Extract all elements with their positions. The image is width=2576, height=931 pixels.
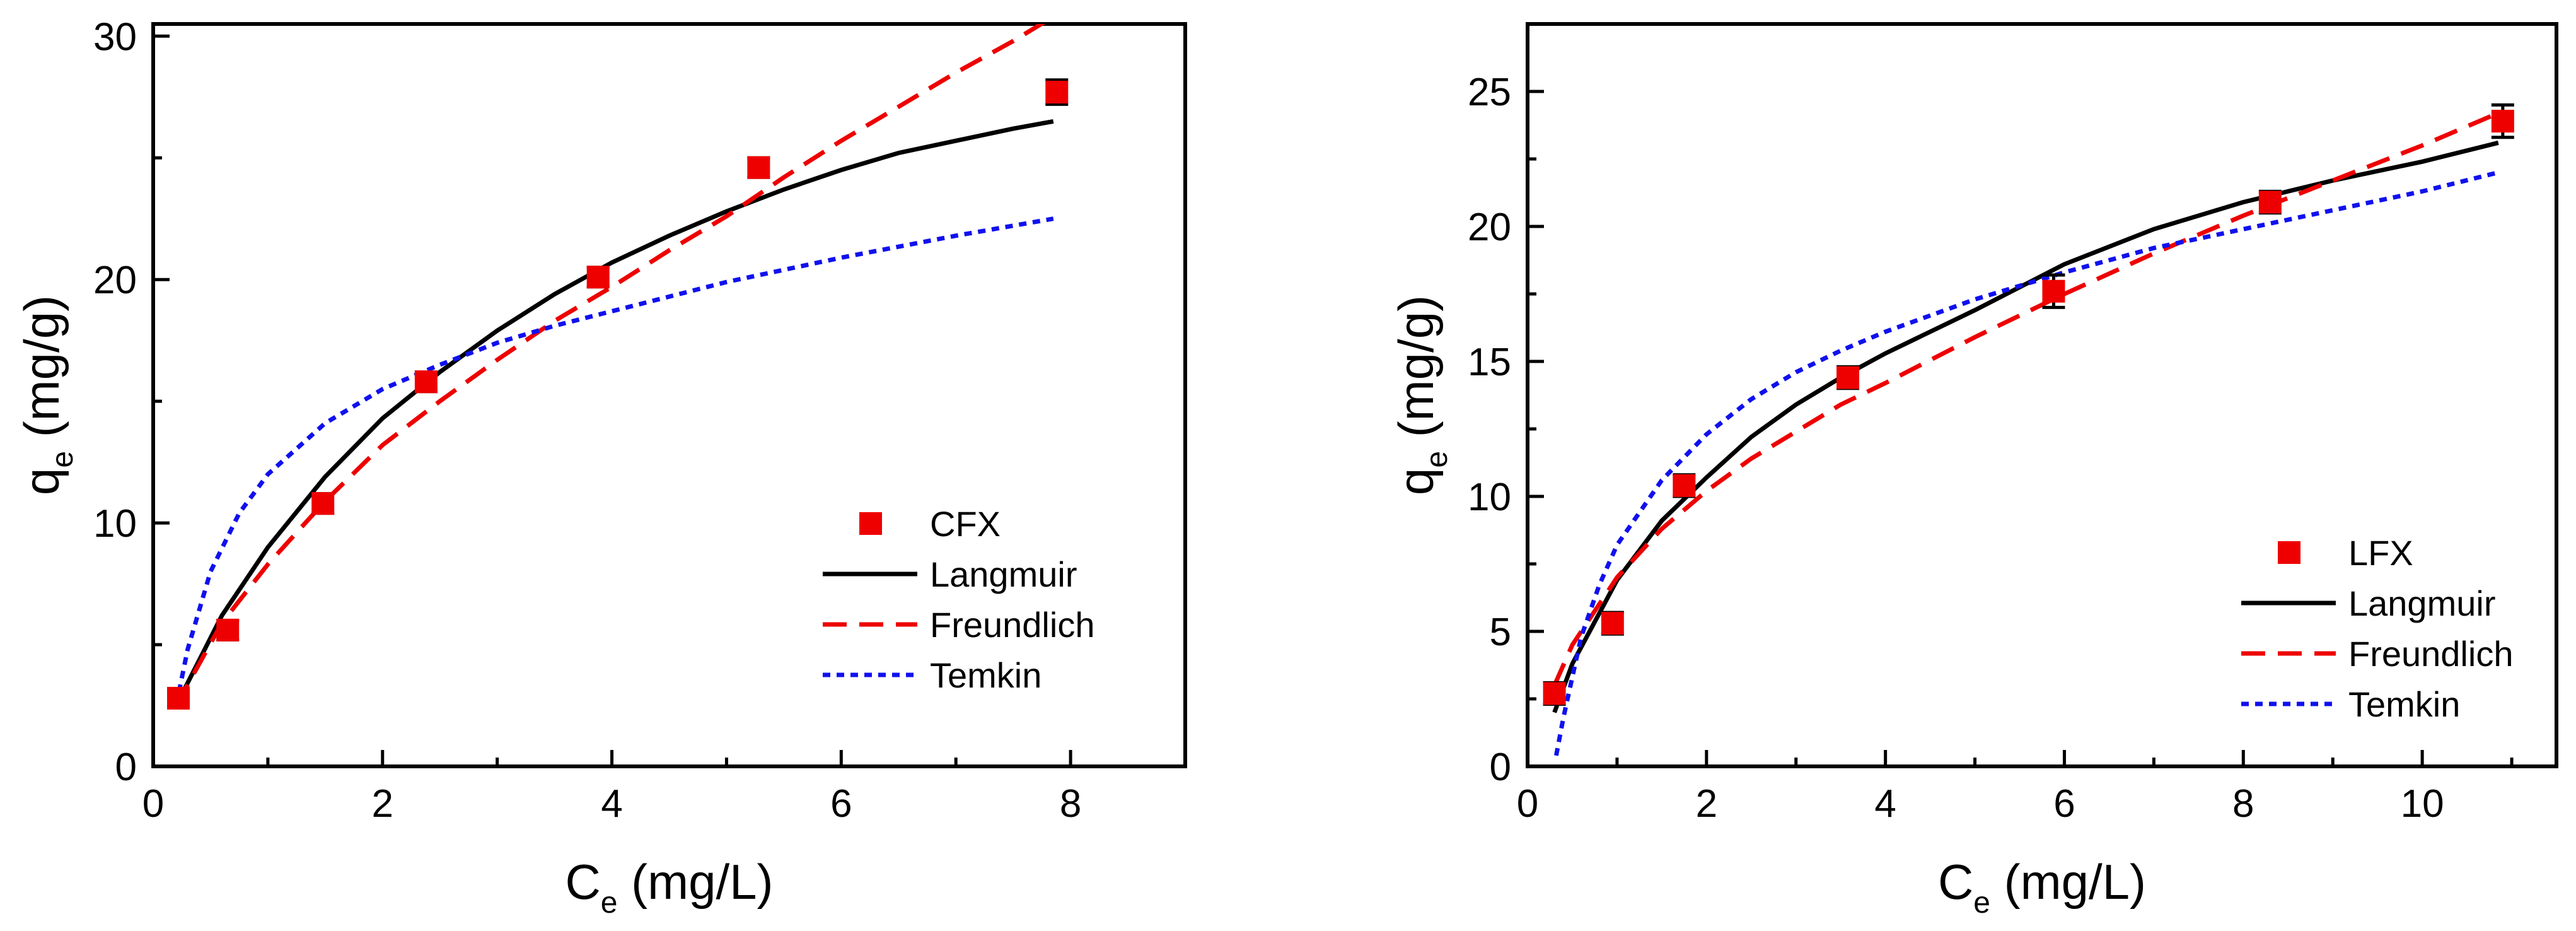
x-axis-title: Ce (mg/L) (1938, 854, 2146, 920)
y-tick-label: 5 (1490, 611, 1511, 654)
series-line-langmuir (174, 119, 1054, 707)
x-axis-title: Ce (mg/L) (565, 854, 773, 920)
x-tick-label: 8 (2232, 782, 2254, 826)
y-axis-title: qe (mg/g) (14, 295, 79, 495)
legend-label-freundlich: Freundlich (930, 605, 1094, 645)
data-point-cfx (586, 266, 610, 289)
legend-label-temkin: Temkin (930, 655, 1041, 695)
data-point-lfx (2491, 110, 2514, 133)
y-tick-label: 0 (115, 746, 137, 789)
data-point-lfx (1836, 366, 1860, 389)
data-point-cfx (414, 370, 438, 394)
series-line-temkin (1553, 170, 2499, 756)
legend-label-temkin: Temkin (2348, 684, 2460, 724)
y-tick-label: 30 (93, 15, 137, 59)
legend-label-langmuir: Langmuir (2348, 583, 2495, 623)
plot-frame (1526, 22, 2558, 768)
y-tick-label: 10 (1468, 476, 1511, 519)
legend-label-langmuir: Langmuir (930, 554, 1077, 594)
y-tick-label: 25 (1468, 71, 1511, 114)
data-point-cfx (167, 686, 190, 710)
data-point-cfx (1045, 81, 1069, 104)
series-line-langmuir (1552, 140, 2499, 713)
data-point-cfx (311, 492, 335, 515)
x-tick-label: 0 (1517, 782, 1538, 826)
data-point-cfx (747, 156, 770, 179)
series-line-temkin (173, 216, 1054, 706)
data-point-lfx (1543, 682, 1566, 705)
legend: LFX Langmuir Freundlich Temkin (2241, 533, 2513, 724)
x-tick-label: 4 (601, 782, 622, 826)
legend-label-freundlich: Freundlich (2348, 634, 2513, 674)
y-tick-label: 20 (93, 259, 137, 302)
data-point-lfx (1673, 474, 1696, 497)
chart-panel-cfx: 0 2 4 6 8 0 10 20 30 Ce (mg/L) qe (mg/g) CFX Langmui… (14, 15, 1187, 920)
series-line-freundlich (174, 24, 1046, 707)
legend: CFX Langmuir Freundlich Temkin (823, 504, 1094, 695)
x-tick-label: 2 (1696, 782, 1717, 826)
y-axis-title: qe (mg/g) (1388, 295, 1454, 495)
data-point-lfx (2258, 190, 2282, 214)
x-tick-label: 6 (2053, 782, 2075, 826)
y-tick-label: 15 (1468, 341, 1511, 384)
x-tick-label: 4 (1874, 782, 1896, 826)
data-point-lfx (1601, 612, 1624, 635)
data-point-lfx (2042, 279, 2065, 303)
legend-label-lfx: LFX (2348, 533, 2413, 573)
y-tick-label: 0 (1490, 746, 1511, 789)
legend-marker-lfx (2278, 541, 2300, 564)
y-tick-label: 10 (93, 502, 137, 546)
legend-marker-cfx (859, 512, 882, 535)
x-tick-label: 2 (372, 782, 393, 826)
y-tick-label: 20 (1468, 206, 1511, 249)
x-tick-label: 8 (1060, 782, 1081, 826)
chart-panel-lfx: 0 2 4 6 8 10 0 5 10 15 20 25 Ce (mg/L) qe (mg/g) LFX La… (1388, 22, 2558, 920)
data-point-cfx (216, 618, 240, 641)
series-line-freundlich (1552, 110, 2500, 687)
x-tick-label: 0 (142, 782, 164, 826)
x-tick-label: 6 (830, 782, 852, 826)
x-tick-label: 10 (2401, 782, 2444, 826)
plot-frame (151, 22, 1187, 768)
legend-label-cfx: CFX (930, 504, 1001, 544)
